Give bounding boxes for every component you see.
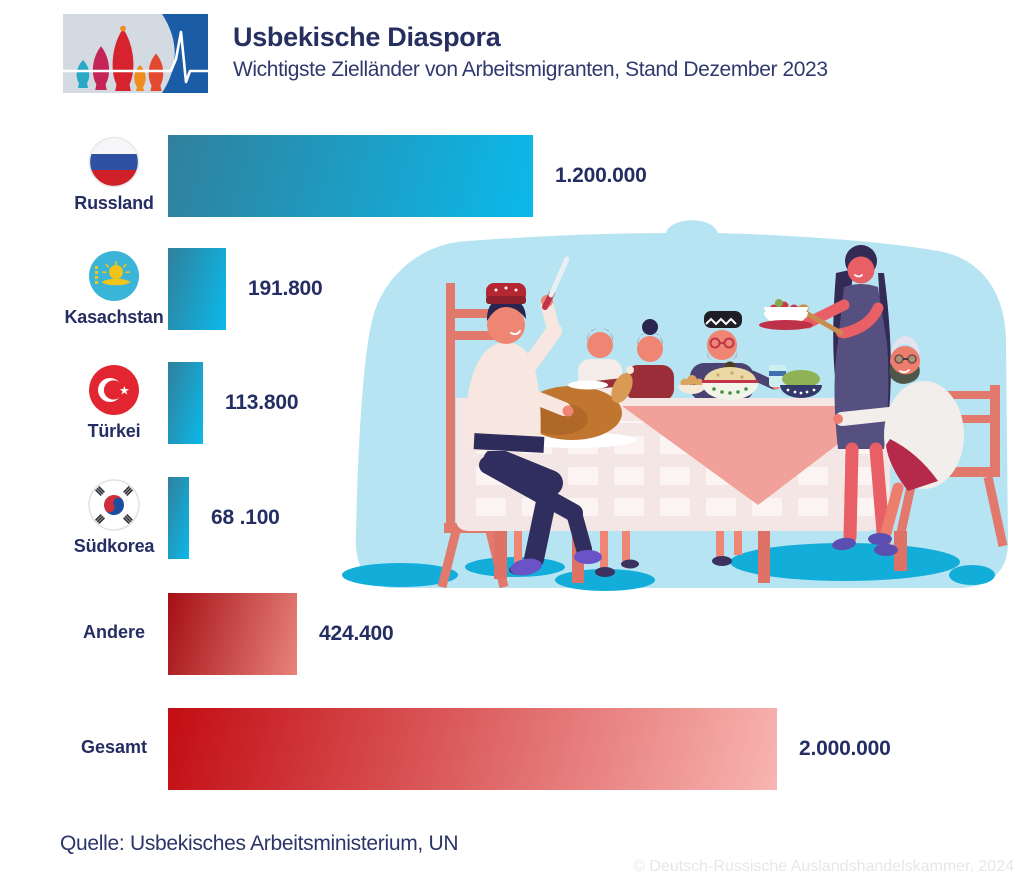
country-label: Türkei [87, 421, 141, 441]
value-label-andere: 424.400 [319, 622, 394, 645]
page-subtitle: Wichtigste Zielländer von Arbeitsmigrant… [233, 58, 828, 81]
value-label-russland: 1.200.000 [555, 164, 647, 187]
fruit-bowl [759, 299, 813, 330]
chart-row-russland: 1.200.000 [168, 135, 647, 217]
flag-block-tuerkei: ★ Türkei [40, 364, 188, 442]
pulse-line [63, 30, 208, 84]
value-label-kasachstan: 191.800 [248, 277, 323, 300]
flag-kazakhstan-icon [89, 251, 139, 301]
bread-bowl [678, 375, 706, 394]
country-label: Südkorea [73, 536, 155, 556]
plov-bowl [702, 361, 758, 400]
svg-text:★: ★ [119, 384, 130, 398]
flag-turkey-icon: ★ [89, 365, 139, 415]
flag-south-korea-icon [88, 479, 140, 531]
bar-andere [168, 593, 297, 675]
family-dinner-illustration [342, 220, 1008, 591]
chart-row-tuerkei: 113.800 [168, 362, 299, 444]
copyright-note: © Deutsch-Russische Auslandshandelskamme… [633, 858, 1014, 875]
country-label-andere: Andere [82, 622, 145, 642]
flag-block-russland: Russland [40, 136, 188, 214]
bar-suedkorea [168, 477, 189, 559]
chart-row-andere: 424.400 [168, 593, 394, 675]
bar-russland [168, 135, 533, 217]
chart-row-gesamt: 2.000.000 [168, 708, 891, 790]
value-label-tuerkei: 113.800 [225, 391, 299, 414]
value-label-suedkorea: 68 .100 [211, 506, 280, 529]
chart-row-kasachstan: 191.800 [168, 248, 323, 330]
country-label: Kasachstan [64, 307, 164, 327]
table-runner [622, 406, 888, 505]
country-label: Russland [74, 193, 154, 213]
person-elder-right [833, 336, 964, 545]
dihk-cathedral-pulse-logo-icon [63, 14, 208, 93]
person-mother-standing [759, 245, 898, 556]
flag-block-suedkorea: Südkorea [40, 479, 188, 557]
food-plates-and-bowls [568, 361, 822, 400]
bar-gesamt [168, 708, 777, 790]
chart-row-suedkorea: 68 .100 [168, 477, 280, 559]
flag-russia-icon [88, 136, 140, 188]
source-note: Quelle: Usbekisches Arbeitsministerium, … [60, 832, 459, 855]
country-label-gesamt: Gesamt [80, 737, 148, 757]
salad-bowl [780, 370, 822, 398]
page-title: Usbekische Diaspora [233, 22, 501, 52]
bar-tuerkei [168, 362, 203, 444]
person-father-carving [465, 256, 602, 576]
bar-kasachstan [168, 248, 226, 330]
value-label-gesamt: 2.000.000 [799, 737, 891, 760]
flag-block-kasachstan: Kasachstan [40, 250, 188, 328]
